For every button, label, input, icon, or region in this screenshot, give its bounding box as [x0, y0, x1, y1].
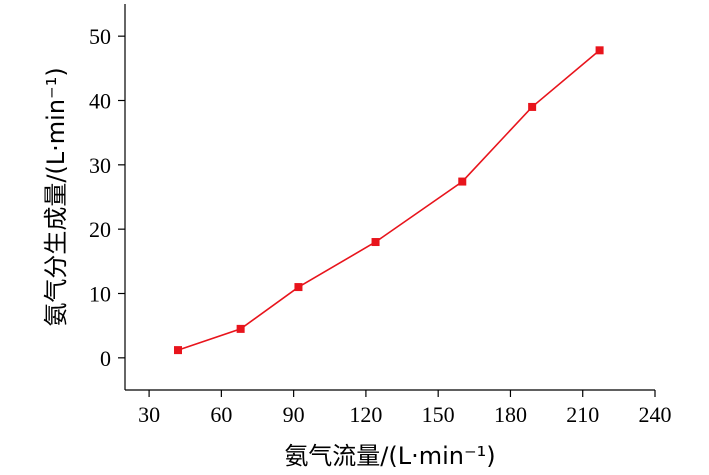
y-tick-label: 20 — [89, 217, 111, 242]
x-axis-title: 氨气流量/(L·min⁻¹) — [284, 442, 495, 470]
y-ticks: 0 10 20 30 40 50 — [89, 24, 125, 371]
x-ticks: 30 60 90 120 150 180 210 240 — [138, 390, 672, 427]
y-tick-label: 40 — [89, 89, 111, 114]
y-tick-label: 10 — [89, 282, 111, 307]
x-tick-label: 240 — [639, 402, 672, 427]
series-line — [177, 49, 601, 351]
x-tick-label: 90 — [283, 402, 305, 427]
x-tick-label: 30 — [138, 402, 160, 427]
data-point-marker — [174, 346, 182, 355]
data-point-marker — [371, 238, 380, 247]
data-point-marker — [458, 177, 467, 186]
x-tick-label: 60 — [210, 402, 232, 427]
x-tick-label: 150 — [422, 402, 455, 427]
axes — [124, 4, 655, 391]
x-tick-label: 180 — [494, 402, 527, 427]
data-point-marker — [236, 324, 245, 333]
data-point-marker — [528, 102, 537, 111]
series-layer — [174, 46, 604, 355]
data-point-marker — [595, 46, 604, 55]
x-tick-label: 120 — [349, 402, 382, 427]
y-axis-title: 氨气分生成量/(L·min⁻¹) — [42, 67, 70, 326]
y-tick-label: 50 — [89, 24, 111, 49]
data-point-marker — [294, 283, 303, 292]
y-tick-label: 0 — [100, 346, 111, 371]
x-tick-label: 210 — [566, 402, 599, 427]
y-tick-label: 30 — [89, 153, 111, 178]
